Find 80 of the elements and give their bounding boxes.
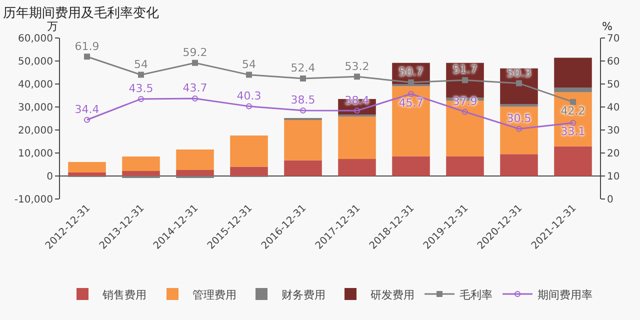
bar — [176, 170, 214, 176]
data-label: 50.3 — [506, 66, 532, 80]
point — [408, 90, 414, 97]
y2-tick-label: 10 — [607, 172, 620, 182]
bar — [500, 104, 538, 107]
y-tick-label: 40,000 — [18, 80, 53, 90]
point — [192, 60, 198, 66]
y2-tick-label: 60 — [607, 56, 620, 68]
bar — [230, 136, 268, 167]
y2-tick-label: 30 — [607, 126, 620, 136]
data-label: 30.5 — [506, 112, 532, 125]
bar — [122, 156, 160, 171]
y2-tick-label: 50 — [607, 80, 620, 90]
bar — [392, 156, 430, 176]
y2-tick-label: 20 — [607, 148, 620, 160]
y-tick-label: 50,000 — [18, 56, 53, 68]
point — [354, 74, 360, 80]
point — [300, 107, 306, 114]
data-label: 45.7 — [398, 96, 424, 110]
y2-tick-label: 40 — [607, 102, 620, 114]
bar — [554, 146, 592, 176]
data-label: 51.7 — [452, 63, 478, 76]
bar — [68, 162, 106, 173]
bar — [338, 158, 376, 176]
point — [246, 103, 252, 110]
point — [84, 54, 90, 60]
y-tick-label: 30,000 — [18, 102, 53, 114]
data-label: 43.5 — [128, 82, 154, 96]
point — [300, 75, 306, 82]
point — [462, 108, 468, 115]
data-label: 40.3 — [236, 89, 262, 102]
data-label: 54 — [242, 58, 256, 71]
legend-label: 销售费用 — [102, 288, 146, 302]
legend-label: 管理费用 — [192, 288, 236, 302]
point — [192, 95, 198, 102]
point — [138, 72, 144, 78]
legend-label: 财务费用 — [282, 288, 326, 302]
point — [138, 96, 144, 102]
bar — [122, 170, 160, 176]
y2-axis-title: % — [602, 20, 612, 33]
data-label: 33.1 — [560, 125, 586, 138]
chart-title: 历年期间费用及毛利率变化 — [3, 5, 160, 22]
legend-label: 期间费用率 — [538, 288, 592, 302]
bar — [176, 150, 214, 170]
point — [516, 80, 522, 86]
y-axis-title: 万 — [47, 20, 58, 33]
point — [570, 120, 576, 126]
y-tick-label: 10,000 — [18, 148, 53, 160]
data-label: 50.7 — [398, 66, 424, 79]
point — [246, 72, 252, 78]
data-label: 38.5 — [290, 94, 316, 107]
y-tick-label: 0 — [46, 172, 53, 182]
y2-tick-label: 70 — [607, 34, 620, 44]
data-label: 43.7 — [182, 82, 208, 95]
bar — [500, 154, 538, 176]
y-tick-label: -10,000 — [14, 194, 53, 206]
y-tick-label: 60,000 — [18, 34, 53, 44]
data-label: 59.2 — [182, 46, 208, 59]
data-label: 54 — [134, 58, 148, 71]
bar — [554, 87, 592, 92]
bar — [446, 156, 484, 176]
point — [462, 77, 468, 84]
y2-tick-label: 0 — [607, 194, 614, 206]
legend-label: 研发费用 — [370, 288, 414, 302]
bar — [68, 172, 106, 176]
data-label: 53.2 — [344, 60, 370, 73]
legend-label: 毛利率 — [460, 288, 492, 302]
bar — [338, 116, 376, 159]
bar — [230, 166, 268, 176]
data-label: 52.4 — [290, 62, 316, 75]
bar — [554, 58, 592, 88]
bar — [284, 160, 322, 176]
data-label: 61.9 — [74, 40, 100, 53]
point — [354, 108, 360, 114]
data-label: 34.4 — [74, 103, 100, 116]
bar — [284, 120, 322, 160]
data-label: 42.2 — [560, 104, 586, 118]
y-tick-label: 20,000 — [18, 126, 53, 136]
point — [84, 116, 90, 123]
point — [516, 126, 522, 132]
